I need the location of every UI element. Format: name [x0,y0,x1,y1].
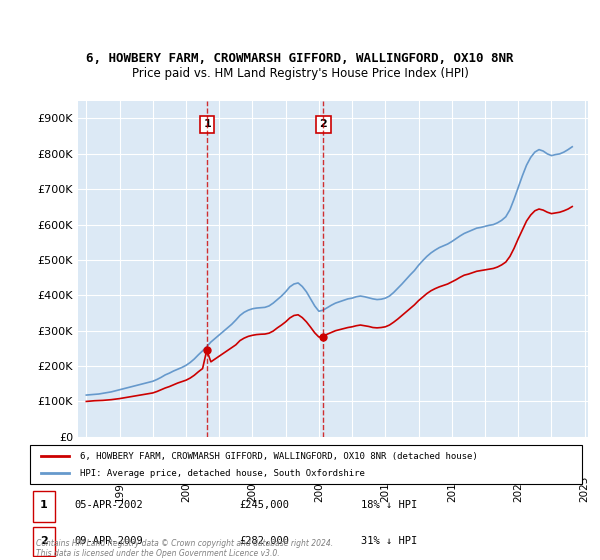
Text: 2009: 2009 [314,475,324,502]
Text: 2001: 2001 [181,475,191,502]
Text: Contains HM Land Registry data © Crown copyright and database right 2024.
This d: Contains HM Land Registry data © Crown c… [36,539,333,558]
Text: 6, HOWBERY FARM, CROWMARSH GIFFORD, WALLINGFORD, OX10 8NR: 6, HOWBERY FARM, CROWMARSH GIFFORD, WALL… [86,52,514,66]
Text: 05-APR-2002: 05-APR-2002 [74,501,143,510]
Text: HPI: Average price, detached house, South Oxfordshire: HPI: Average price, detached house, Sout… [80,469,365,478]
Text: £245,000: £245,000 [240,501,290,510]
Text: 1997: 1997 [115,475,125,502]
FancyBboxPatch shape [33,527,55,556]
Text: 2019: 2019 [480,454,490,480]
Point [202,346,212,354]
Text: 1: 1 [40,501,47,510]
FancyBboxPatch shape [30,445,582,484]
Text: 1: 1 [203,119,211,129]
Text: 09-APR-2009: 09-APR-2009 [74,536,143,546]
Text: 2005: 2005 [247,475,257,502]
Text: Price paid vs. HM Land Registry's House Price Index (HPI): Price paid vs. HM Land Registry's House … [131,67,469,81]
Text: 1999: 1999 [148,454,158,480]
Point [319,333,328,342]
Text: 2021: 2021 [513,475,523,502]
Text: 2013: 2013 [380,475,391,502]
Text: 2025: 2025 [580,475,590,502]
Text: 2007: 2007 [281,454,290,480]
Text: £282,000: £282,000 [240,536,290,546]
Text: 2023: 2023 [547,454,556,480]
FancyBboxPatch shape [33,491,55,522]
Text: 1995: 1995 [82,454,91,480]
Text: 2017: 2017 [447,475,457,502]
Text: 2: 2 [319,119,327,129]
Text: 31% ↓ HPI: 31% ↓ HPI [361,536,418,546]
Text: 2011: 2011 [347,454,357,480]
Text: 6, HOWBERY FARM, CROWMARSH GIFFORD, WALLINGFORD, OX10 8NR (detached house): 6, HOWBERY FARM, CROWMARSH GIFFORD, WALL… [80,452,478,461]
Text: 2015: 2015 [413,454,424,480]
Text: 2: 2 [40,536,47,546]
Text: 18% ↓ HPI: 18% ↓ HPI [361,501,418,510]
Text: 2003: 2003 [214,454,224,480]
